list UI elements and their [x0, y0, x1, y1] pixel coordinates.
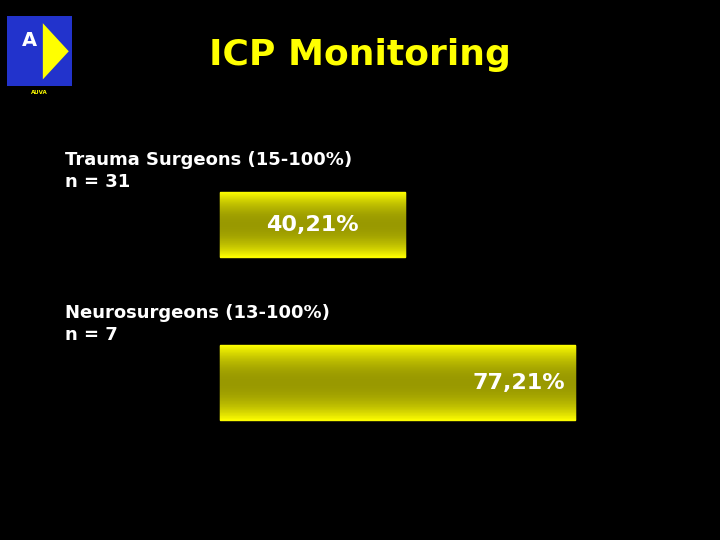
Polygon shape	[43, 23, 69, 79]
Text: n = 31: n = 31	[65, 173, 130, 191]
Text: A: A	[22, 31, 37, 50]
Text: Neurosurgeons (13-100%): Neurosurgeons (13-100%)	[65, 304, 330, 322]
Text: 77,21%: 77,21%	[472, 373, 565, 393]
Text: n = 7: n = 7	[65, 326, 118, 344]
Text: AUVA: AUVA	[31, 90, 48, 95]
Text: Trauma Surgeons (15-100%): Trauma Surgeons (15-100%)	[65, 151, 352, 169]
Text: 40,21%: 40,21%	[266, 214, 359, 234]
Text: ICP Monitoring: ICP Monitoring	[209, 38, 511, 72]
